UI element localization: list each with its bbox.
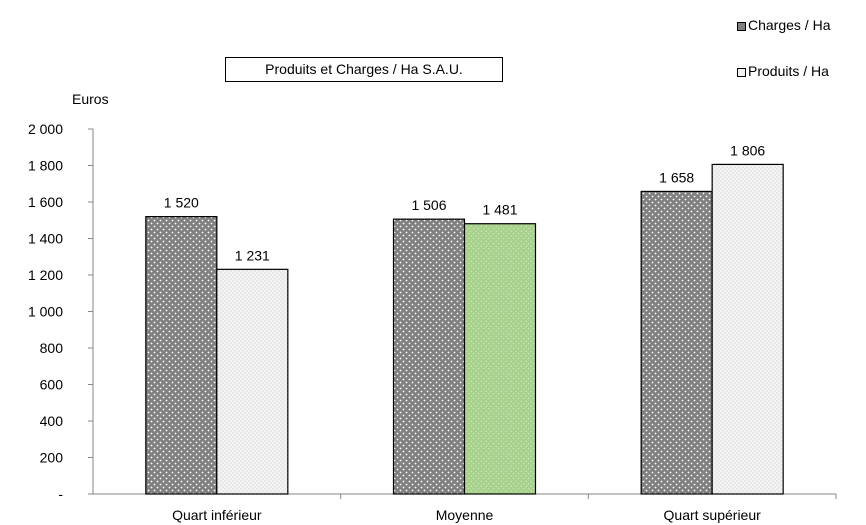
data-label: 1 481 [482,202,517,218]
y-tick-label: 1 800 [28,158,63,174]
bar-charges [640,190,713,495]
legend-item-produits: Produits / Ha [737,63,829,79]
bar-charges [392,218,466,495]
y-tick-label: 400 [40,413,64,429]
data-label: 1 806 [730,142,765,158]
legend-item-charges: Charges / Ha [737,17,830,33]
legend-swatch-produits [737,68,746,77]
y-tick-label: 1 600 [28,194,63,210]
y-tick-label: - [58,486,63,502]
labels: - 200 400 600 800 1 000 1 200 1 400 1 600 1 800 2 … [28,91,765,523]
y-tick-label: 2 000 [28,121,63,137]
data-label: 1 506 [411,197,446,213]
y-tick-label: 1 000 [28,304,63,320]
category-label: Quart supérieur [664,507,762,523]
data-label: 1 231 [235,247,270,263]
bars [145,163,784,495]
bar-produits [463,223,537,495]
bar-produits [711,163,784,495]
y-tick-label: 800 [40,340,64,356]
y-tick-label: 600 [40,377,64,393]
category-label: Moyenne [436,507,494,523]
y-tick-label: 1 200 [28,267,63,283]
legend-swatch-charges [737,22,746,31]
bar-charges [145,216,218,495]
category-label: Quart inférieur [172,507,262,523]
y-tick-label: 200 [40,450,64,466]
legend-label-produits: Produits / Ha [748,63,829,79]
y-axis-unit-label: Euros [72,91,109,107]
chart-title: Produits et Charges / Ha S.A.U. [225,57,503,82]
data-label: 1 658 [659,169,694,185]
legend-label-charges: Charges / Ha [748,17,831,33]
y-tick-label: 1 400 [28,231,63,247]
data-label: 1 520 [164,195,199,211]
bar-produits [216,268,289,495]
